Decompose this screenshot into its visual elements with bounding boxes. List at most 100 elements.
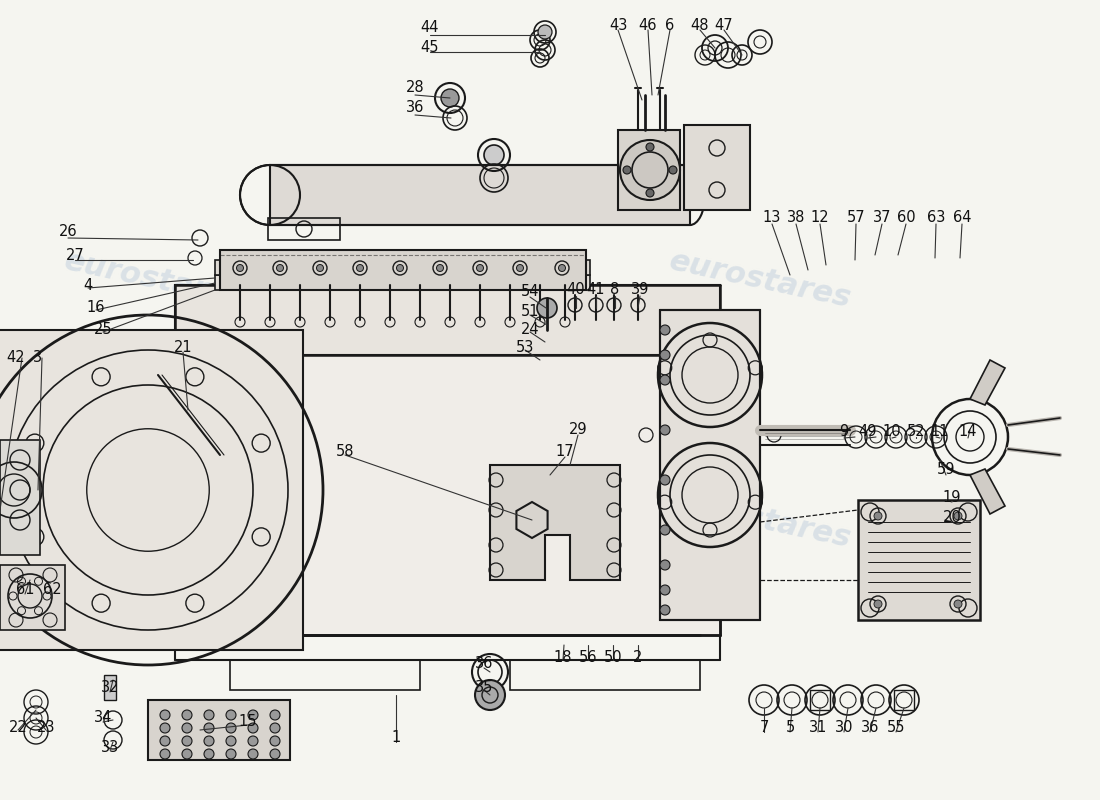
Text: 16: 16: [87, 301, 106, 315]
Text: 1: 1: [392, 730, 400, 746]
Text: 25: 25: [94, 322, 112, 338]
Text: eurostares: eurostares: [667, 246, 854, 314]
Text: 38: 38: [786, 210, 805, 226]
Text: 40: 40: [566, 282, 585, 298]
Circle shape: [484, 145, 504, 165]
Text: 19: 19: [943, 490, 961, 506]
Circle shape: [248, 736, 258, 746]
Text: eurostares: eurostares: [62, 486, 249, 554]
Circle shape: [270, 710, 280, 720]
Text: 18: 18: [553, 650, 572, 666]
Circle shape: [475, 680, 505, 710]
Text: 39: 39: [630, 282, 649, 298]
Text: 55: 55: [887, 721, 905, 735]
Text: eurostares: eurostares: [62, 246, 249, 314]
Polygon shape: [618, 130, 680, 210]
Circle shape: [874, 512, 882, 520]
Text: 13: 13: [762, 210, 781, 226]
Polygon shape: [0, 440, 40, 555]
Circle shape: [623, 166, 631, 174]
Circle shape: [620, 140, 680, 200]
Text: 24: 24: [520, 322, 539, 338]
Text: 52: 52: [906, 425, 925, 439]
Text: 33: 33: [101, 741, 119, 755]
Text: 8: 8: [610, 282, 619, 298]
Text: 36: 36: [406, 101, 425, 115]
Circle shape: [660, 605, 670, 615]
Text: 57: 57: [847, 210, 866, 226]
Text: 27: 27: [66, 247, 85, 262]
Text: 61: 61: [15, 582, 34, 598]
Circle shape: [537, 298, 557, 318]
Circle shape: [248, 749, 258, 759]
Text: 64: 64: [953, 210, 971, 226]
Text: 43: 43: [608, 18, 627, 33]
Text: 23: 23: [36, 721, 55, 735]
Circle shape: [476, 265, 484, 271]
Circle shape: [646, 189, 654, 197]
Text: 35: 35: [475, 681, 493, 695]
Text: 48: 48: [691, 18, 710, 33]
Circle shape: [182, 736, 192, 746]
Text: eurostares: eurostares: [667, 486, 854, 554]
Text: 37: 37: [872, 210, 891, 226]
Text: 42: 42: [7, 350, 25, 366]
Text: 49: 49: [859, 425, 878, 439]
Text: 46: 46: [639, 18, 658, 33]
Text: 30: 30: [835, 721, 854, 735]
Text: 3: 3: [33, 350, 43, 366]
Circle shape: [182, 723, 192, 733]
Polygon shape: [175, 355, 720, 635]
Text: 50: 50: [604, 650, 623, 666]
Circle shape: [160, 736, 170, 746]
Text: 34: 34: [94, 710, 112, 726]
Circle shape: [559, 265, 565, 271]
Text: 29: 29: [569, 422, 587, 438]
Text: 2: 2: [634, 650, 642, 666]
Text: 47: 47: [715, 18, 734, 33]
Text: eurostares: eurostares: [396, 246, 584, 314]
Circle shape: [160, 710, 170, 720]
Text: 31: 31: [808, 721, 827, 735]
Polygon shape: [858, 500, 980, 620]
Circle shape: [538, 25, 552, 39]
Circle shape: [669, 166, 676, 174]
Circle shape: [236, 265, 243, 271]
Text: 9: 9: [839, 425, 848, 439]
Text: 15: 15: [239, 714, 257, 730]
Circle shape: [660, 350, 670, 360]
Text: 6: 6: [666, 18, 674, 33]
Text: 17: 17: [556, 445, 574, 459]
Text: 21: 21: [174, 341, 192, 355]
Text: 20: 20: [943, 510, 961, 526]
Circle shape: [204, 749, 214, 759]
Polygon shape: [0, 330, 302, 650]
Circle shape: [204, 723, 214, 733]
Polygon shape: [0, 565, 65, 630]
Polygon shape: [214, 275, 590, 290]
Circle shape: [356, 265, 363, 271]
Bar: [104, 675, 116, 700]
Bar: [894, 690, 914, 710]
Circle shape: [182, 749, 192, 759]
Polygon shape: [270, 165, 690, 225]
Text: 32: 32: [101, 681, 119, 695]
Circle shape: [270, 749, 280, 759]
Circle shape: [160, 749, 170, 759]
Circle shape: [270, 723, 280, 733]
Polygon shape: [175, 285, 720, 355]
Text: 45: 45: [420, 41, 439, 55]
Polygon shape: [148, 700, 290, 760]
Text: 14: 14: [959, 425, 977, 439]
Text: 22: 22: [9, 721, 28, 735]
Text: 58: 58: [336, 445, 354, 459]
Circle shape: [660, 525, 670, 535]
Circle shape: [660, 585, 670, 595]
Polygon shape: [490, 465, 620, 580]
Circle shape: [517, 265, 524, 271]
Text: 54: 54: [520, 285, 539, 299]
Circle shape: [204, 736, 214, 746]
Circle shape: [646, 143, 654, 151]
Polygon shape: [220, 250, 586, 290]
Text: 12: 12: [811, 210, 829, 226]
